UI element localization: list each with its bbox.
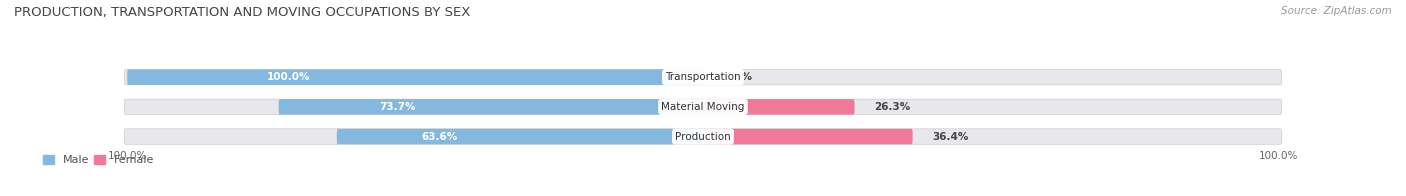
Text: 63.6%: 63.6% bbox=[422, 132, 457, 142]
FancyBboxPatch shape bbox=[703, 129, 912, 144]
Legend: Male, Female: Male, Female bbox=[42, 154, 155, 165]
FancyBboxPatch shape bbox=[703, 99, 855, 115]
Text: PRODUCTION, TRANSPORTATION AND MOVING OCCUPATIONS BY SEX: PRODUCTION, TRANSPORTATION AND MOVING OC… bbox=[14, 6, 471, 19]
Text: 0.0%: 0.0% bbox=[723, 72, 752, 82]
Text: 100.0%: 100.0% bbox=[1260, 151, 1299, 161]
Text: 26.3%: 26.3% bbox=[875, 102, 911, 112]
Text: 73.7%: 73.7% bbox=[380, 102, 416, 112]
Text: 100.0%: 100.0% bbox=[107, 151, 146, 161]
FancyBboxPatch shape bbox=[278, 99, 703, 115]
FancyBboxPatch shape bbox=[127, 69, 703, 85]
FancyBboxPatch shape bbox=[124, 129, 1282, 144]
FancyBboxPatch shape bbox=[124, 99, 1282, 115]
Text: Material Moving: Material Moving bbox=[661, 102, 745, 112]
FancyBboxPatch shape bbox=[337, 129, 703, 144]
Text: 36.4%: 36.4% bbox=[932, 132, 969, 142]
FancyBboxPatch shape bbox=[124, 69, 1282, 85]
Text: Production: Production bbox=[675, 132, 731, 142]
Text: 100.0%: 100.0% bbox=[267, 72, 311, 82]
Text: Transportation: Transportation bbox=[665, 72, 741, 82]
Text: Source: ZipAtlas.com: Source: ZipAtlas.com bbox=[1281, 6, 1392, 16]
